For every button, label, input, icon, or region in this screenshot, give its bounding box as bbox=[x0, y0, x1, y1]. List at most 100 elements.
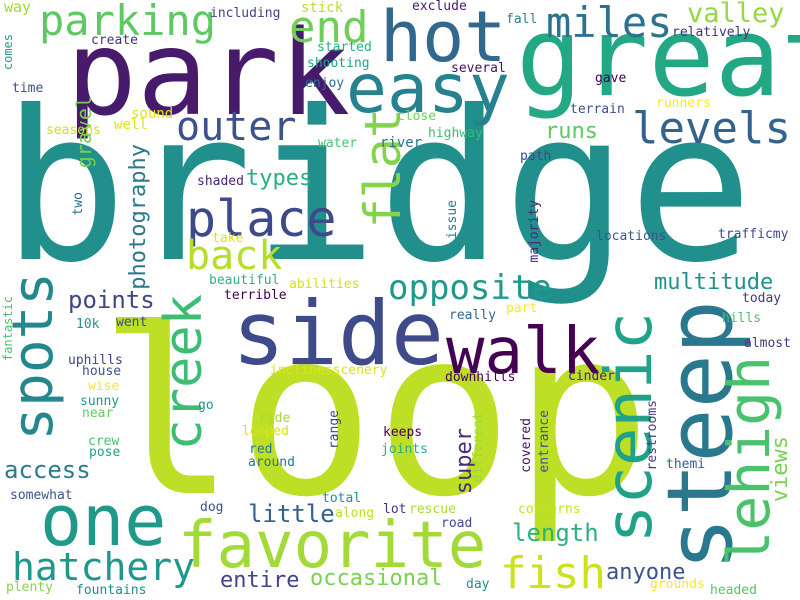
word-little: little bbox=[248, 500, 335, 528]
word-near: near bbox=[82, 406, 114, 421]
word-levels: levels bbox=[632, 103, 791, 154]
word-close: close bbox=[397, 109, 437, 124]
word-trafficmy: trafficmy bbox=[718, 227, 789, 242]
word-relatively: relatively bbox=[672, 25, 751, 40]
word-red: red bbox=[249, 442, 273, 457]
word-photography: photography bbox=[126, 144, 151, 290]
word-loop: loop bbox=[98, 281, 652, 548]
word-total: total bbox=[322, 491, 362, 506]
word-river: river bbox=[380, 135, 423, 151]
word-runs: runs bbox=[545, 119, 598, 144]
word-flat: flat bbox=[354, 108, 412, 229]
word-pose: pose bbox=[89, 445, 121, 460]
word-really: really bbox=[449, 308, 496, 323]
word-fantastic: fantastic bbox=[1, 296, 15, 362]
word-house: house bbox=[82, 364, 122, 379]
word-back: back bbox=[186, 233, 283, 279]
word-bridge: bridge bbox=[2, 67, 754, 309]
word-creek: creek bbox=[154, 294, 214, 451]
word-two: two bbox=[71, 192, 86, 216]
word-issue: issue bbox=[445, 200, 460, 240]
word-exclude: exclude bbox=[412, 0, 467, 14]
word-create: create bbox=[91, 33, 138, 48]
word-plenty: plenty bbox=[6, 580, 53, 595]
word-place: place bbox=[186, 190, 337, 248]
word-end: end bbox=[289, 2, 369, 53]
word-opposite: opposite bbox=[388, 268, 552, 308]
word-fall: fall bbox=[506, 12, 538, 27]
word-stick: stick bbox=[301, 0, 344, 16]
word-day: day bbox=[466, 577, 490, 592]
word-restrooms: restrooms bbox=[645, 400, 660, 471]
word-park: park bbox=[66, 4, 351, 142]
word-walk: walk bbox=[446, 315, 601, 389]
word-hills: hills bbox=[722, 311, 762, 326]
word-hot: hot bbox=[380, 0, 507, 78]
word-access: access bbox=[4, 456, 91, 484]
word-parking: parking bbox=[39, 0, 217, 45]
word-beautiful: beautiful bbox=[209, 273, 280, 288]
word-lot: lot bbox=[383, 502, 407, 517]
word-uphills: uphills bbox=[68, 353, 123, 368]
word-time: time bbox=[12, 81, 44, 96]
word-gave: gave bbox=[595, 71, 627, 86]
word-valley: valley bbox=[687, 0, 785, 29]
word-abilities: abilities bbox=[289, 277, 360, 292]
word-around: around bbox=[248, 455, 295, 470]
word-wise: wise bbox=[88, 379, 120, 394]
word-views: views bbox=[768, 436, 793, 503]
word-enjoy: enjoy bbox=[305, 76, 345, 91]
word-points: points bbox=[68, 286, 155, 314]
word-well: well bbox=[114, 117, 148, 133]
word-majority: majority bbox=[527, 200, 542, 263]
word-locations: locations bbox=[596, 229, 667, 244]
word-cinder: cinder bbox=[568, 369, 615, 384]
word-types: types bbox=[246, 166, 313, 191]
word-comes: comes bbox=[1, 34, 15, 71]
word-almost: almost bbox=[744, 336, 791, 351]
word-ride: ride bbox=[259, 411, 291, 426]
word-shooting: shooting bbox=[307, 56, 370, 71]
word-including: including bbox=[210, 6, 281, 21]
word-fish: fish bbox=[500, 548, 606, 599]
word-grounds: grounds bbox=[650, 577, 705, 592]
word-easy: easy bbox=[346, 50, 510, 129]
word-dog: dog bbox=[200, 500, 224, 515]
word-covered: covered bbox=[519, 418, 534, 473]
word-highway: highway bbox=[428, 126, 483, 141]
word-joints: joints bbox=[381, 442, 428, 457]
word-length: length bbox=[512, 519, 599, 547]
word-somewhat: somewhat bbox=[10, 488, 73, 503]
word-path: path bbox=[520, 149, 552, 164]
word-road: road bbox=[441, 516, 473, 531]
word-water: water bbox=[318, 136, 358, 151]
word-sunny: sunny bbox=[80, 394, 120, 409]
word-part: part bbox=[506, 301, 538, 316]
word-seasons: seasons bbox=[46, 123, 101, 138]
word-along: along bbox=[335, 506, 375, 521]
word-go: go bbox=[198, 398, 214, 413]
word-went: went bbox=[116, 315, 148, 330]
word-several: several bbox=[451, 61, 506, 76]
word-runners: runners bbox=[656, 96, 711, 111]
word-entrance: entrance bbox=[537, 410, 552, 473]
word-miles: miles bbox=[546, 0, 673, 47]
word-one: one bbox=[40, 480, 167, 562]
word-headed: headed bbox=[710, 583, 757, 598]
word-shaded: shaded bbox=[197, 174, 244, 189]
word-inclinesscenery: inclinesscenery bbox=[270, 363, 388, 378]
word-take: take bbox=[212, 231, 244, 246]
word-10k: 10k bbox=[76, 317, 100, 332]
word-hatchery: hatchery bbox=[12, 545, 196, 589]
word-range: range bbox=[327, 410, 342, 450]
word-occasional: occasional bbox=[310, 566, 443, 591]
word-rescue: rescue bbox=[409, 502, 456, 517]
word-terrain: terrain bbox=[570, 102, 625, 117]
word-side: side bbox=[232, 282, 444, 385]
word-outer: outer bbox=[176, 104, 297, 150]
word-looped: looped bbox=[242, 424, 289, 439]
word-anyone: anyone bbox=[606, 560, 686, 585]
word-fountains: fountains bbox=[76, 583, 147, 598]
word-different: different bbox=[471, 412, 486, 483]
